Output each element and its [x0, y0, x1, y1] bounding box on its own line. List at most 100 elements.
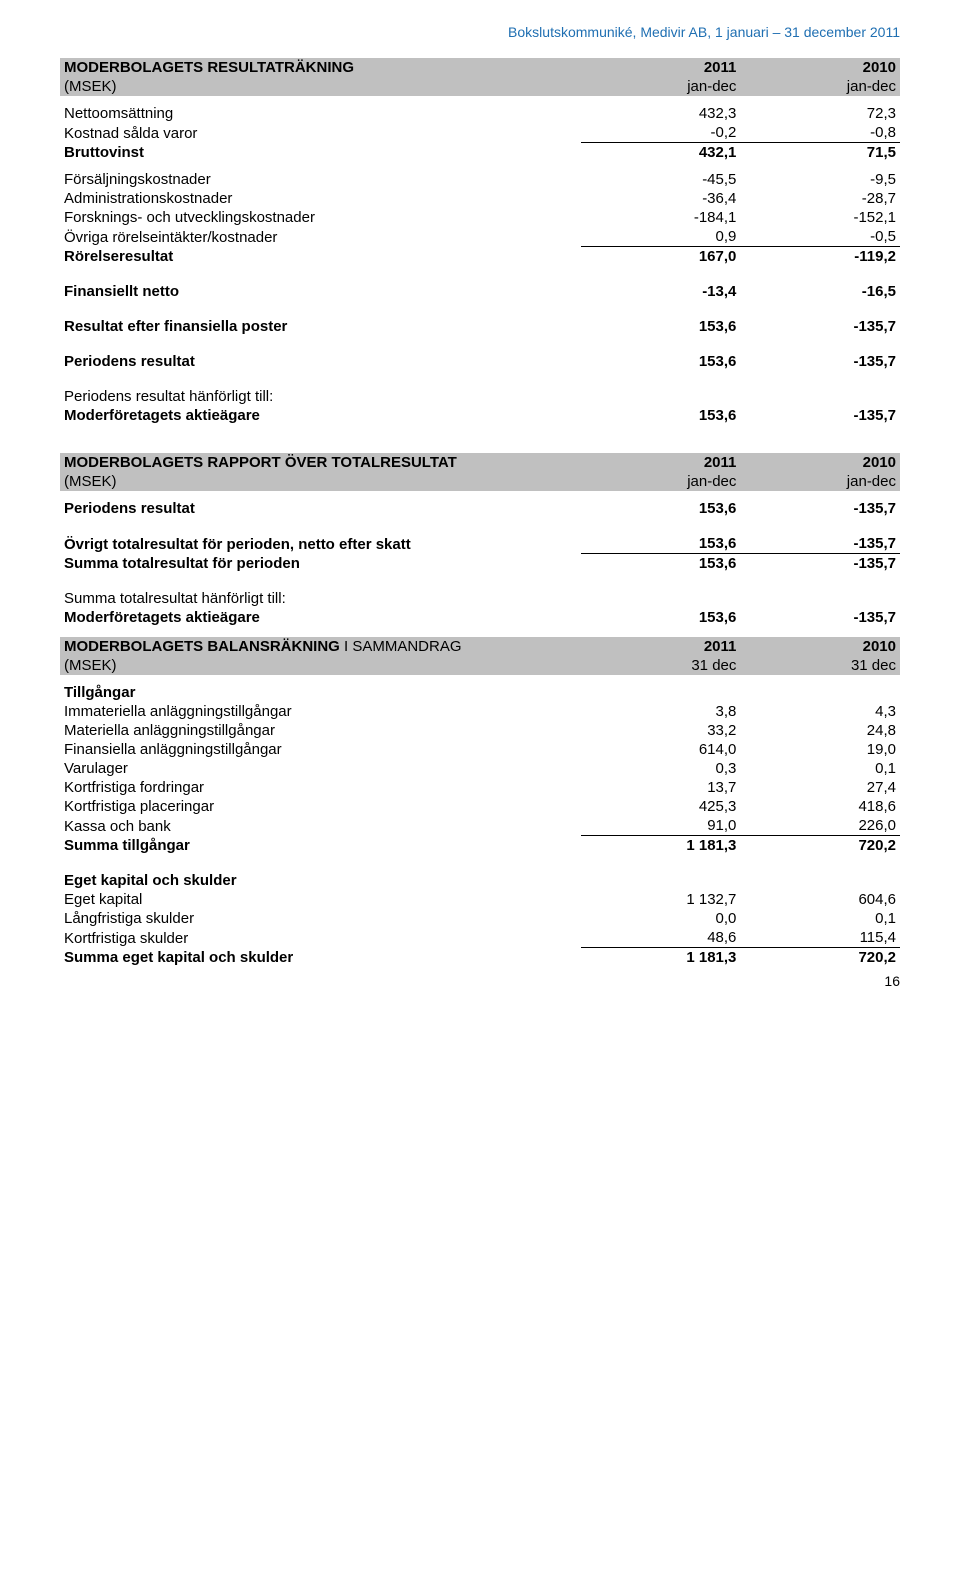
row-val: -135,7	[740, 534, 900, 554]
row-label: Administrationskostnader	[60, 189, 581, 208]
row-val: -135,7	[740, 499, 900, 518]
income-title: MODERBOLAGETS RESULTATRÄKNING	[60, 58, 581, 77]
total-sub1: jan-dec	[581, 472, 741, 491]
row-val: -0,2	[581, 123, 741, 143]
row-label: Övrigt totalresultat för perioden, netto…	[60, 534, 581, 554]
row-val: -152,1	[740, 208, 900, 227]
row-val: 71,5	[740, 143, 900, 163]
row-label: Summa tillgångar	[60, 836, 581, 856]
row-label: Försäljningskostnader	[60, 170, 581, 189]
row-val: 418,6	[740, 797, 900, 816]
row-val: 167,0	[581, 247, 741, 267]
row-val: 27,4	[740, 778, 900, 797]
row-val: 614,0	[581, 740, 741, 759]
row-val: 0,3	[581, 759, 741, 778]
row-val: 115,4	[740, 928, 900, 948]
balance-unit: (MSEK)	[60, 656, 581, 675]
row-val: 153,6	[581, 554, 741, 574]
row-label: Immateriella anläggningstillgångar	[60, 702, 581, 721]
row-label: Varulager	[60, 759, 581, 778]
row-val: 48,6	[581, 928, 741, 948]
row-val: 153,6	[581, 499, 741, 518]
total-unit: (MSEK)	[60, 472, 581, 491]
income-unit: (MSEK)	[60, 77, 581, 96]
balance-sheet-table: MODERBOLAGETS BALANSRÄKNING I SAMMANDRAG…	[60, 637, 900, 967]
row-label: Periodens resultat hänförligt till:	[60, 387, 581, 406]
row-val: -0,5	[740, 227, 900, 247]
row-val: 4,3	[740, 702, 900, 721]
row-val: 1 181,3	[581, 948, 741, 968]
page-number: 16	[60, 973, 900, 989]
row-val: -16,5	[740, 282, 900, 301]
balance-sub1: 31 dec	[581, 656, 741, 675]
income-col1: 2011	[581, 58, 741, 77]
income-sub1: jan-dec	[581, 77, 741, 96]
row-label: Nettoomsättning	[60, 104, 581, 123]
row-val: 153,6	[581, 534, 741, 554]
document-header: Bokslutskommuniké, Medivir AB, 1 januari…	[60, 24, 900, 40]
row-label: Moderföretagets aktieägare	[60, 406, 581, 425]
row-val: 72,3	[740, 104, 900, 123]
balance-col1: 2011	[581, 637, 741, 656]
row-val: 153,6	[581, 352, 741, 371]
row-label: Finansiellt netto	[60, 282, 581, 301]
assets-header: Tillgångar	[60, 683, 581, 702]
row-val: -135,7	[740, 608, 900, 627]
row-label: Kostnad sålda varor	[60, 123, 581, 143]
row-val: -135,7	[740, 352, 900, 371]
row-val: 19,0	[740, 740, 900, 759]
row-val: -28,7	[740, 189, 900, 208]
balance-col2: 2010	[740, 637, 900, 656]
balance-title: MODERBOLAGETS BALANSRÄKNING I SAMMANDRAG	[60, 637, 581, 656]
row-val: -9,5	[740, 170, 900, 189]
row-val: -0,8	[740, 123, 900, 143]
row-label: Moderföretagets aktieägare	[60, 608, 581, 627]
row-val: 0,9	[581, 227, 741, 247]
total-col2: 2010	[740, 453, 900, 472]
row-val: 1 132,7	[581, 890, 741, 909]
row-label: Eget kapital	[60, 890, 581, 909]
row-val: 3,8	[581, 702, 741, 721]
row-val: 425,3	[581, 797, 741, 816]
row-label: Kortfristiga fordringar	[60, 778, 581, 797]
row-val: 153,6	[581, 406, 741, 425]
row-val: 91,0	[581, 816, 741, 836]
total-result-table: MODERBOLAGETS RAPPORT ÖVER TOTALRESULTAT…	[60, 453, 900, 627]
row-label: Kortfristiga skulder	[60, 928, 581, 948]
row-label: Summa totalresultat hänförligt till:	[60, 589, 581, 608]
row-val: -135,7	[740, 406, 900, 425]
row-val: 0,1	[740, 759, 900, 778]
row-label: Finansiella anläggningstillgångar	[60, 740, 581, 759]
row-val: -119,2	[740, 247, 900, 267]
row-label: Summa eget kapital och skulder	[60, 948, 581, 968]
row-val: -135,7	[740, 554, 900, 574]
row-label: Rörelseresultat	[60, 247, 581, 267]
row-val: 432,1	[581, 143, 741, 163]
page: Bokslutskommuniké, Medivir AB, 1 januari…	[0, 0, 960, 1019]
balance-sub2: 31 dec	[740, 656, 900, 675]
total-title: MODERBOLAGETS RAPPORT ÖVER TOTALRESULTAT	[60, 453, 581, 472]
row-label: Periodens resultat	[60, 499, 581, 518]
row-val: 1 181,3	[581, 836, 741, 856]
row-label: Periodens resultat	[60, 352, 581, 371]
row-val: -135,7	[740, 317, 900, 336]
row-val: 33,2	[581, 721, 741, 740]
row-val	[581, 387, 741, 406]
row-label: Långfristiga skulder	[60, 909, 581, 928]
row-val: 24,8	[740, 721, 900, 740]
row-label: Forsknings- och utvecklingskostnader	[60, 208, 581, 227]
row-label: Kassa och bank	[60, 816, 581, 836]
total-col1: 2011	[581, 453, 741, 472]
row-label: Materiella anläggningstillgångar	[60, 721, 581, 740]
income-sub2: jan-dec	[740, 77, 900, 96]
row-val: -13,4	[581, 282, 741, 301]
row-val: 720,2	[740, 836, 900, 856]
equity-header: Eget kapital och skulder	[60, 871, 581, 890]
row-label: Resultat efter finansiella poster	[60, 317, 581, 336]
total-sub2: jan-dec	[740, 472, 900, 491]
row-val: 0,1	[740, 909, 900, 928]
row-val	[740, 387, 900, 406]
row-label: Bruttovinst	[60, 143, 581, 163]
row-val: -45,5	[581, 170, 741, 189]
row-label: Kortfristiga placeringar	[60, 797, 581, 816]
